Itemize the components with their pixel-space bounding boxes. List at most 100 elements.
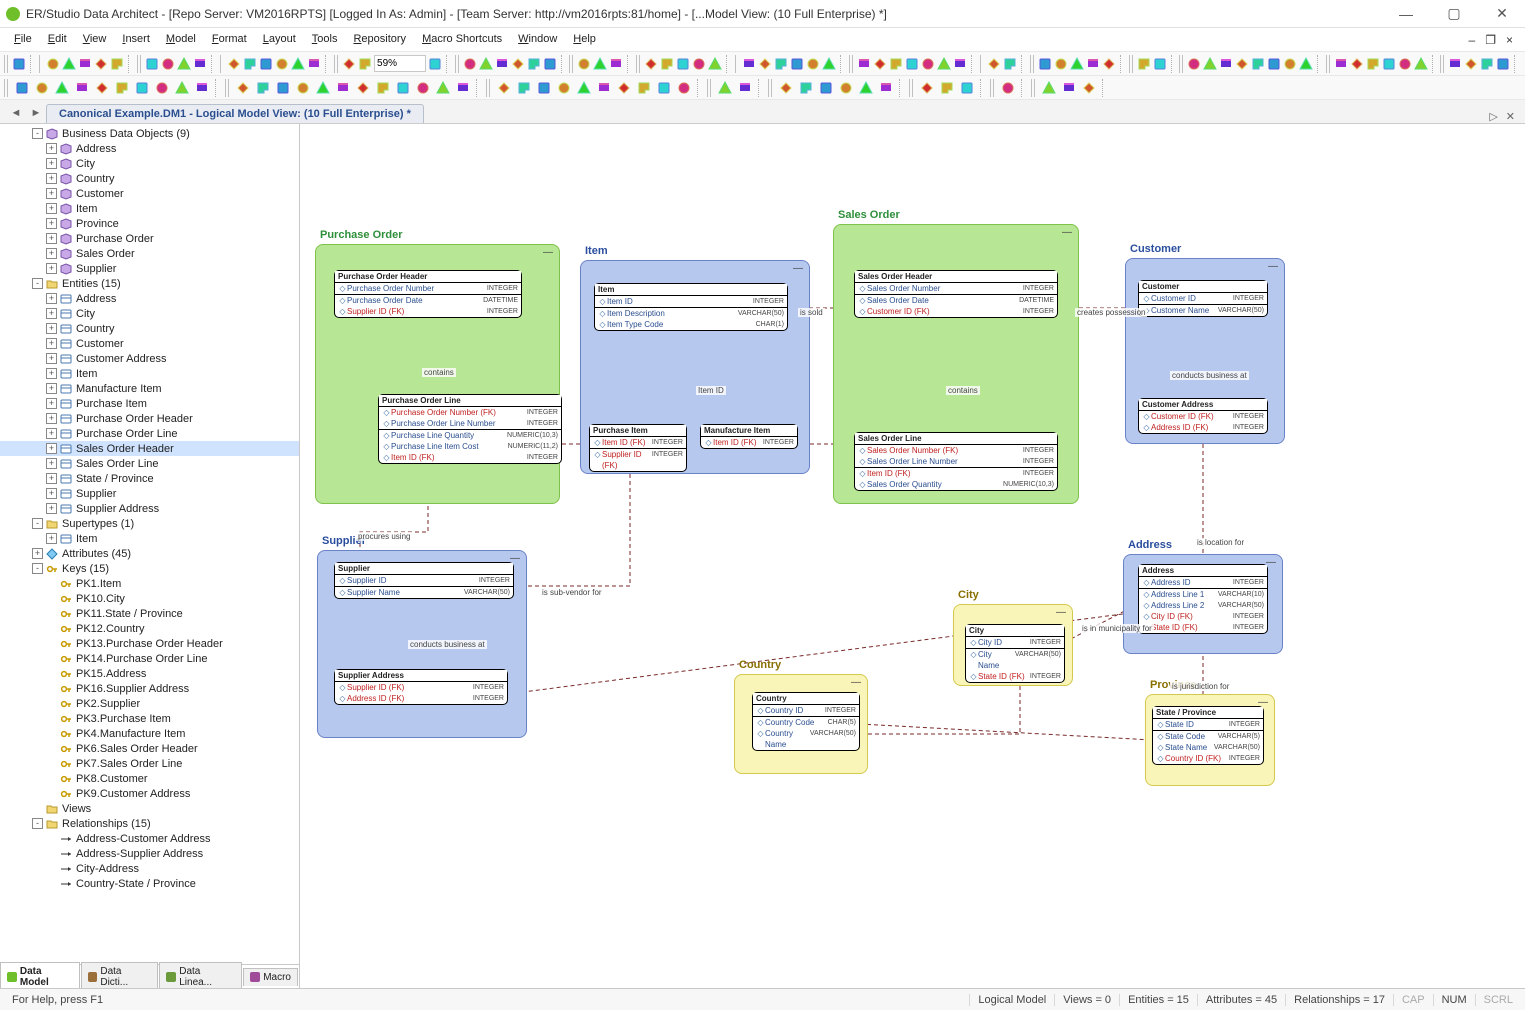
zoom-combo[interactable] [374,55,426,72]
toolbar-btn[interactable] [227,55,241,73]
tab-scroll-right[interactable]: ▷ [1489,110,1497,123]
toolbar-btn[interactable] [692,55,706,73]
tree-expand[interactable]: + [46,368,57,379]
entity-pol[interactable]: Purchase Order Line◇Purchase Order Numbe… [378,394,562,464]
tree-expand[interactable]: + [46,233,57,244]
minimize-button[interactable]: — [1389,3,1423,25]
tree-item[interactable]: +Purchase Order [0,231,299,246]
toolbar-btn[interactable] [527,55,541,73]
tree-item[interactable]: +State / Province [0,471,299,486]
entity-sadr[interactable]: Supplier Address◇Supplier ID (FK)INTEGER… [334,669,508,705]
tree-item[interactable]: +Country [0,321,299,336]
tree-item[interactable]: PK11.State / Province [0,606,299,621]
toolbar-btn[interactable] [999,79,1017,97]
toolbar-btn[interactable] [1464,55,1478,73]
toolbar-btn[interactable] [53,79,71,97]
toolbar-btn[interactable] [110,55,124,73]
tree-item[interactable]: +Sales Order Header [0,441,299,456]
tree-item[interactable]: +Province [0,216,299,231]
toolbar-btn[interactable] [676,55,690,73]
entity-pitem[interactable]: Purchase Item◇Item ID (FK)INTEGER◇Suppli… [589,424,687,472]
tree-item[interactable]: +Customer Address [0,351,299,366]
tree-expand[interactable]: + [46,458,57,469]
toolbar-btn[interactable] [938,79,956,97]
sidebar-tab[interactable]: Data Model [0,962,80,991]
tab-next[interactable]: ► [26,103,46,123]
tree-item[interactable]: +Address [0,141,299,156]
tree-item[interactable]: PK4.Manufacture Item [0,726,299,741]
toolbar-btn[interactable] [1299,55,1313,73]
toolbar-btn[interactable] [1382,55,1396,73]
tree-expand[interactable]: - [32,563,43,574]
menu-view[interactable]: View [75,31,115,48]
tree-item[interactable]: +Purchase Item [0,396,299,411]
menu-macro-shortcuts[interactable]: Macro Shortcuts [414,31,510,48]
mdi-minimize[interactable]: – [1469,33,1476,47]
toolbar-btn[interactable] [708,55,722,73]
toolbar-btn[interactable] [921,55,935,73]
tree-item[interactable]: PK1.Item [0,576,299,591]
tree-item[interactable]: PK12.Country [0,621,299,636]
tree-item[interactable]: Views [0,801,299,816]
toolbar-btn[interactable] [73,79,91,97]
entity-ctry[interactable]: Country◇Country IDINTEGER◇Country CodeCH… [752,692,860,751]
tree-expand[interactable]: + [46,188,57,199]
toolbar-btn[interactable] [1283,55,1297,73]
toolbar-btn[interactable] [1153,55,1167,73]
toolbar-btn[interactable] [153,79,171,97]
sidebar-tab[interactable]: Data Dicti... [81,962,159,991]
toolbar-btn[interactable] [354,79,372,97]
toolbar-btn[interactable] [716,79,734,97]
tree-expand[interactable]: + [46,533,57,544]
tree-expand[interactable]: - [32,128,43,139]
tree-expand[interactable]: + [46,203,57,214]
toolbar-btn[interactable] [93,79,111,97]
toolbar-btn[interactable] [797,79,815,97]
menu-window[interactable]: Window [510,31,565,48]
tree-item[interactable]: -Relationships (15) [0,816,299,831]
toolbar-btn[interactable] [511,55,525,73]
sidebar-tab[interactable]: Data Linea... [159,962,242,991]
toolbar-btn[interactable] [595,79,613,97]
toolbar-btn[interactable] [1448,55,1462,73]
tree-expand[interactable]: + [46,248,57,259]
toolbar-btn[interactable] [133,79,151,97]
entity-soh[interactable]: Sales Order Header◇Sales Order NumberINT… [854,270,1058,318]
tree-expand[interactable]: + [46,488,57,499]
toolbar-btn[interactable] [1496,55,1510,73]
tree-item[interactable]: +City [0,156,299,171]
toolbar-btn[interactable] [193,79,211,97]
menu-repository[interactable]: Repository [345,31,414,48]
tree-item[interactable]: +Manufacture Item [0,381,299,396]
toolbar-btn[interactable] [958,79,976,97]
toolbar-btn[interactable] [1038,55,1052,73]
toolbar-btn[interactable] [555,79,573,97]
toolbar-btn[interactable] [736,79,754,97]
toolbar-btn[interactable] [94,55,108,73]
entity-sup[interactable]: Supplier◇Supplier IDINTEGER◇Supplier Nam… [334,562,514,599]
tree-expand[interactable]: + [46,443,57,454]
tree-expand[interactable]: + [46,428,57,439]
toolbar-btn[interactable] [822,55,836,73]
tree-item[interactable]: PK8.Customer [0,771,299,786]
toolbar-btn[interactable] [615,79,633,97]
tree-item[interactable]: +Supplier Address [0,501,299,516]
toolbar-btn[interactable] [342,55,356,73]
tree-item[interactable]: +Item [0,201,299,216]
toolbar-btn[interactable] [1060,79,1078,97]
sidebar-tab[interactable]: Macro [243,968,298,986]
tree-item[interactable]: PK14.Purchase Order Line [0,651,299,666]
tree-expand[interactable]: + [46,413,57,424]
tree-item[interactable]: +Sales Order Line [0,456,299,471]
toolbar-btn[interactable] [742,55,756,73]
entity-cust[interactable]: Customer◇Customer IDINTEGER◇Customer Nam… [1138,280,1268,317]
toolbar-btn[interactable] [1480,55,1494,73]
toolbar-btn[interactable] [857,79,875,97]
group-collapse[interactable]: — [1062,227,1072,238]
menu-edit[interactable]: Edit [40,31,75,48]
toolbar-btn[interactable] [1040,79,1058,97]
tree-item[interactable]: City-Address [0,861,299,876]
toolbar-btn[interactable] [1251,55,1265,73]
tree-item[interactable]: +Supplier [0,486,299,501]
tree-expand[interactable]: + [46,308,57,319]
